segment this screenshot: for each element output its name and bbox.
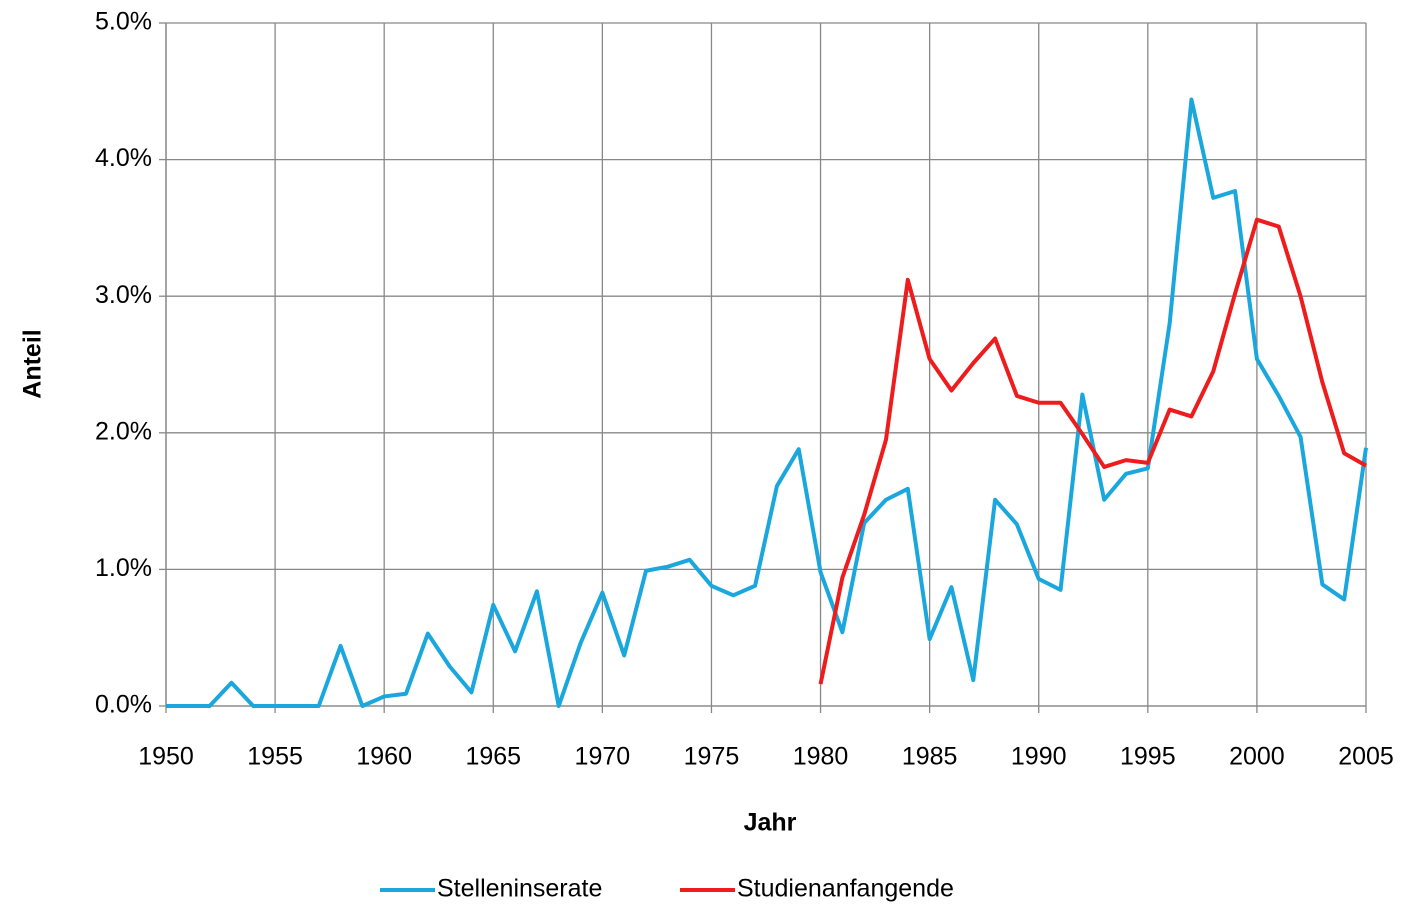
y-tick-label: 2.0% bbox=[95, 417, 152, 445]
legend-label: Stelleninserate bbox=[437, 875, 602, 903]
x-tick-label: 1955 bbox=[247, 743, 303, 771]
x-axis-title: Jahr bbox=[744, 809, 797, 837]
x-tick-label: 2000 bbox=[1229, 743, 1285, 771]
legend-label: Studienanfangende bbox=[737, 875, 954, 903]
y-tick-label: 0.0% bbox=[95, 691, 152, 719]
y-axis-title: Anteil bbox=[19, 329, 47, 398]
y-tick-label: 3.0% bbox=[95, 281, 152, 309]
line bbox=[818, 217, 1367, 685]
y-tick-label: 4.0% bbox=[95, 144, 152, 172]
x-tick-label: 1950 bbox=[138, 743, 194, 771]
x-tick-label: 1990 bbox=[1011, 743, 1067, 771]
x-tick-label: 1960 bbox=[356, 743, 412, 771]
x-tick-label: 1980 bbox=[793, 743, 849, 771]
x-tick-label: 1965 bbox=[465, 743, 521, 771]
x-tick-label: 1970 bbox=[575, 743, 631, 771]
x-tick-label: 1985 bbox=[902, 743, 958, 771]
x-tick-label: 1975 bbox=[684, 743, 740, 771]
line bbox=[166, 97, 1368, 708]
x-tick-label: 2005 bbox=[1338, 743, 1394, 771]
y-tick-label: 5.0% bbox=[95, 8, 152, 36]
x-tick-label: 1995 bbox=[1120, 743, 1176, 771]
y-tick-label: 1.0% bbox=[95, 554, 152, 582]
